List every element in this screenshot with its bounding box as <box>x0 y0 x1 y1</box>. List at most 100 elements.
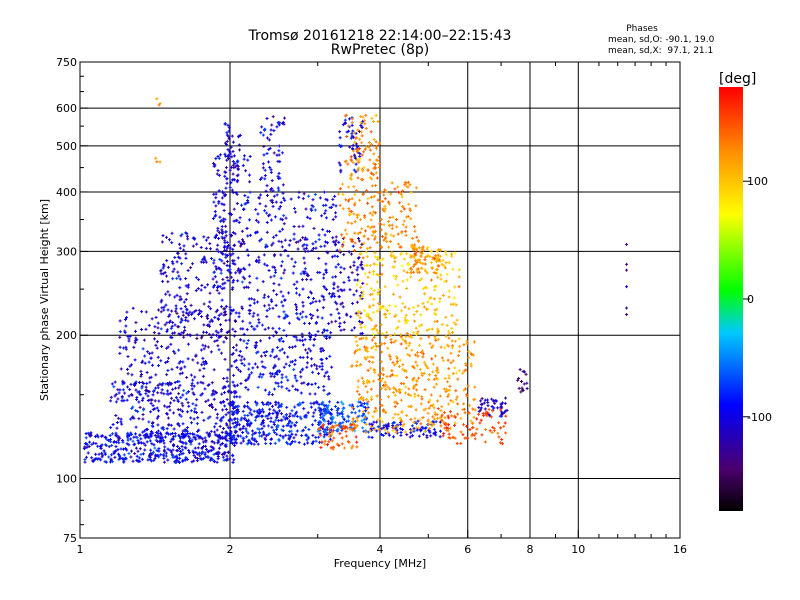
scatter-point-v <box>154 407 156 411</box>
scatter-point <box>233 360 237 364</box>
scatter-point-v <box>204 258 206 262</box>
scatter-point <box>206 345 210 349</box>
scatter-point <box>295 429 299 433</box>
scatter-point-v <box>299 415 301 419</box>
scatter-point <box>230 287 234 291</box>
scatter-point <box>285 424 289 428</box>
scatter-point-v <box>141 361 143 365</box>
scatter-point <box>219 153 223 157</box>
scatter-point <box>222 203 226 207</box>
scatter-point <box>116 388 120 392</box>
scatter-point <box>225 263 229 267</box>
scatter-point <box>202 418 206 422</box>
scatter-point-v <box>214 430 216 434</box>
scatter-point-v <box>182 409 184 413</box>
scatter-point <box>155 406 159 410</box>
scatter-point <box>132 435 136 439</box>
scatter-point-v <box>227 259 229 263</box>
scatter-point-v <box>224 217 226 221</box>
scatter-point <box>175 365 179 369</box>
scatter-point-v <box>195 411 197 415</box>
scatter-point-v <box>174 331 176 335</box>
scatter-point-v <box>111 443 113 447</box>
scatter-point <box>209 456 213 460</box>
scatter-point-v <box>180 449 182 453</box>
scatter-point-v <box>182 448 184 452</box>
scatter-point <box>109 426 113 430</box>
scatter-point-v <box>183 331 185 335</box>
scatter-point-v <box>157 453 159 457</box>
scatter-point <box>210 440 214 444</box>
scatter-point <box>115 421 119 425</box>
scatter-point <box>140 328 144 332</box>
scatter-point-v <box>240 268 242 272</box>
scatter-point-v <box>243 157 245 161</box>
scatter-point-v <box>147 350 149 354</box>
scatter-point <box>252 409 256 413</box>
scatter-point-v <box>130 417 132 421</box>
scatter-point <box>238 133 242 137</box>
scatter-point <box>214 422 218 426</box>
scatter-point-v <box>226 458 228 462</box>
scatter-point <box>135 338 139 342</box>
scatter-point-v <box>119 436 121 440</box>
scatter-point <box>178 246 182 250</box>
scatter-point <box>264 402 268 406</box>
scatter-point-v <box>242 409 244 413</box>
scatter-point <box>212 258 216 262</box>
scatter-point <box>147 453 151 457</box>
scatter-point <box>183 432 187 436</box>
scatter-point <box>87 433 91 437</box>
scatter-point-v <box>229 308 231 312</box>
scatter-point-v <box>217 226 219 230</box>
scatter-point-v <box>163 404 165 408</box>
scatter-point-v <box>232 172 234 176</box>
scatter-point-v <box>116 426 118 430</box>
scatter-point <box>209 445 213 449</box>
scatter-point <box>150 442 154 446</box>
scatter-point-v <box>94 435 96 439</box>
scatter-point-v <box>224 281 226 285</box>
scatter-point <box>178 277 182 281</box>
scatter-point-v <box>178 433 180 437</box>
scatter-point <box>192 384 196 388</box>
scatter-point-v <box>226 246 228 250</box>
scatter-point <box>180 331 184 335</box>
scatter-point-v <box>184 428 186 432</box>
scatter-point <box>168 381 172 385</box>
scatter-point-v <box>233 219 235 223</box>
scatter-point <box>138 433 142 437</box>
scatter-point-v <box>228 212 230 216</box>
scatter-point <box>165 412 169 416</box>
scatter-point-v <box>223 452 225 456</box>
scatter-point-v <box>168 238 170 242</box>
scatter-point <box>174 304 178 308</box>
scatter-point <box>217 446 221 450</box>
scatter-point-v <box>202 440 204 444</box>
scatter-point-v <box>153 390 155 394</box>
scatter-point <box>208 415 212 419</box>
scatter-point-v <box>123 399 125 403</box>
scatter-point-v <box>217 441 219 445</box>
scatter-point-v <box>110 399 112 403</box>
scatter-point <box>131 415 135 419</box>
scatter-point-v <box>181 317 183 321</box>
scatter-point-v <box>125 345 127 349</box>
scatter-point <box>300 429 304 433</box>
scatter-point <box>276 423 280 427</box>
scatter-point <box>282 415 286 419</box>
scatter-point <box>94 442 98 446</box>
scatter-point <box>161 436 165 440</box>
scatter-point-v <box>136 338 138 342</box>
scatter-point <box>222 310 226 314</box>
scatter-point <box>205 330 209 334</box>
scatter-point <box>131 439 135 443</box>
scatter-point <box>239 244 243 248</box>
scatter-point <box>128 364 132 368</box>
scatter-point-v <box>198 442 200 446</box>
scatter-point <box>202 235 206 239</box>
scatter-point <box>191 391 195 395</box>
scatter-point-v <box>224 236 226 240</box>
scatter-point <box>232 207 236 211</box>
scatter-point-v <box>166 321 168 325</box>
